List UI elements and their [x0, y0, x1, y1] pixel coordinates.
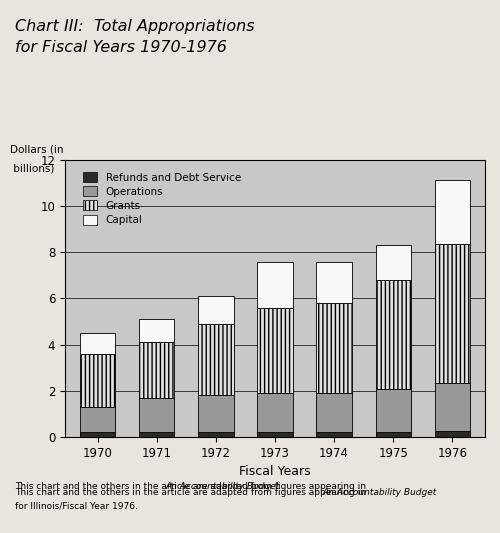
Bar — [258, 393, 292, 432]
Bar — [198, 324, 234, 395]
Bar — [376, 280, 411, 389]
Bar — [434, 180, 470, 244]
Bar — [258, 308, 292, 393]
Text: An Accountability Budget: An Accountability Budget — [322, 488, 437, 497]
Bar — [434, 244, 470, 383]
Bar — [376, 245, 411, 280]
Bar — [316, 303, 352, 393]
Legend: Refunds and Debt Service, Operations, Grants, Capital: Refunds and Debt Service, Operations, Gr… — [78, 168, 245, 229]
Bar — [80, 333, 116, 354]
Bar — [434, 431, 470, 437]
Bar — [316, 393, 352, 432]
Bar — [376, 432, 411, 437]
Text: An Accountability Budget: An Accountability Budget — [165, 482, 280, 491]
Bar — [80, 407, 116, 432]
Bar — [198, 432, 234, 437]
Bar — [316, 262, 352, 303]
Text: for Fiscal Years 1970-1976: for Fiscal Years 1970-1976 — [15, 40, 227, 55]
Bar — [80, 432, 116, 437]
Text: This chart and the others in the article are adapted from figures appearing in: This chart and the others in the article… — [15, 482, 369, 491]
Text: for Illinois/Fiscal Year 1976.: for Illinois/Fiscal Year 1976. — [15, 501, 138, 510]
Bar — [139, 342, 174, 398]
Bar — [139, 398, 174, 432]
Bar — [316, 432, 352, 437]
Text: Dollars (in: Dollars (in — [10, 144, 64, 155]
Bar — [434, 383, 470, 431]
Text: billions): billions) — [10, 164, 55, 174]
Bar — [258, 262, 292, 308]
X-axis label: Fiscal Years: Fiscal Years — [239, 465, 311, 478]
Bar — [258, 432, 292, 437]
Bar — [139, 432, 174, 437]
Text: This chart and the others in the article are adapted from figures appearing in: This chart and the others in the article… — [15, 488, 369, 497]
Bar — [376, 389, 411, 432]
Bar — [198, 395, 234, 432]
Bar — [198, 296, 234, 324]
Bar — [139, 319, 174, 342]
Text: Chart III:  Total Appropriations: Chart III: Total Appropriations — [15, 19, 254, 34]
Bar — [80, 354, 116, 407]
